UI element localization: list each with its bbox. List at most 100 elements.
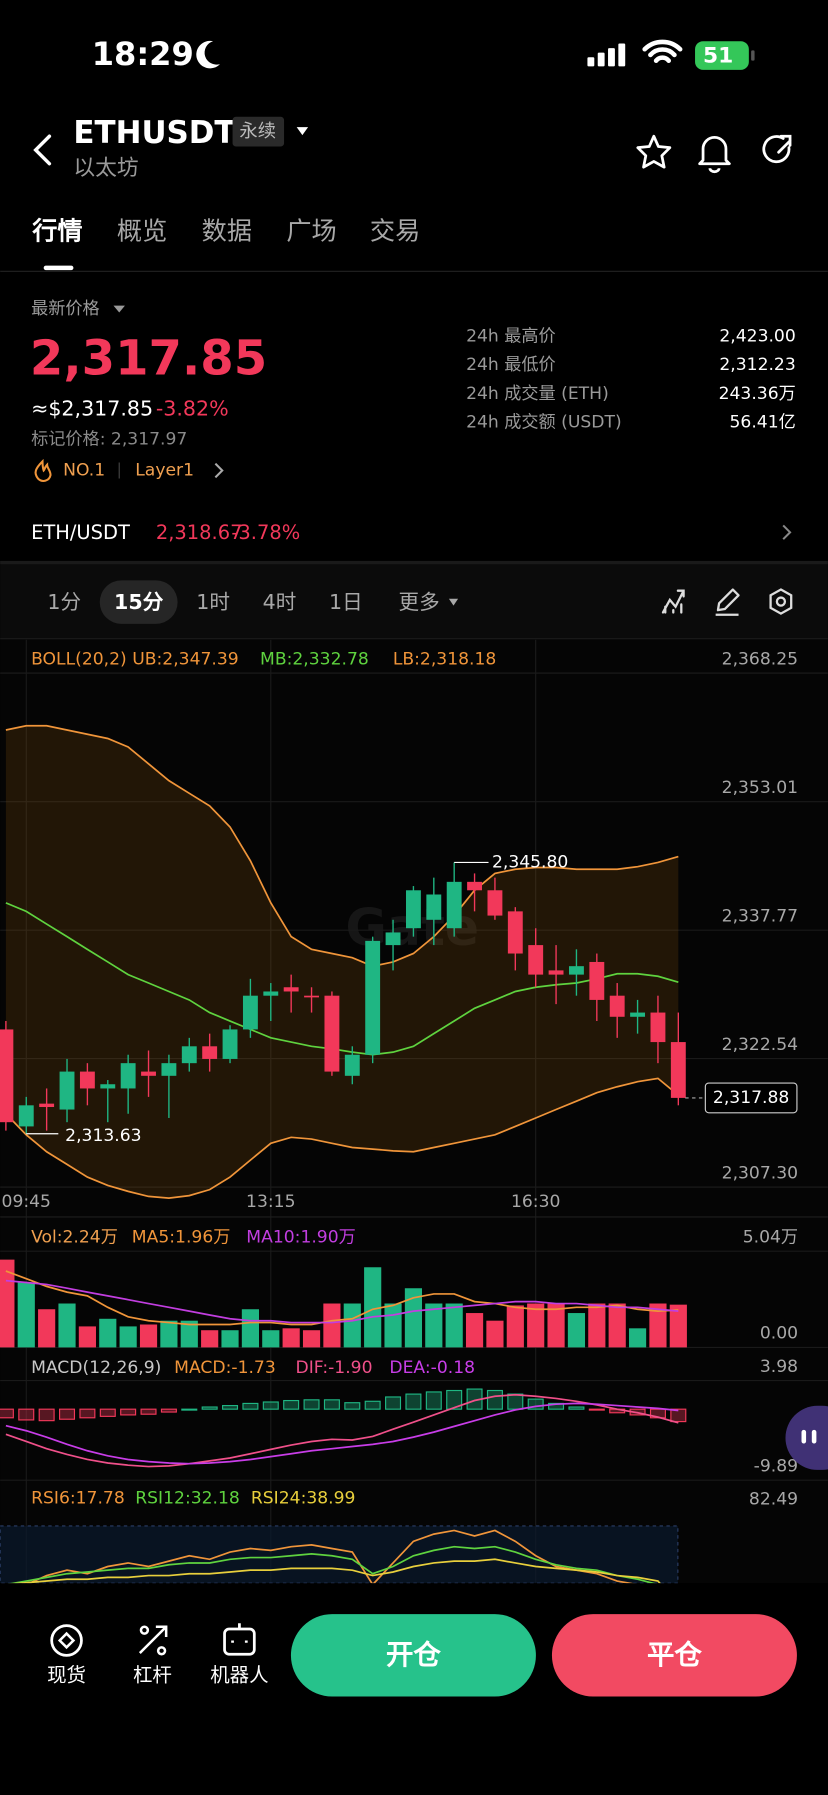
macd-bar — [18, 1408, 35, 1421]
y-tick-label: 2,307.30 — [722, 1163, 798, 1183]
x-tick-label: 13:15 — [246, 1192, 295, 1212]
symbol[interactable]: ETHUSDT — [73, 115, 235, 151]
legend-entry: DEA:-0.18 — [389, 1358, 475, 1378]
tab[interactable]: 广场 — [286, 217, 336, 246]
chart-background — [0, 639, 828, 1584]
macd-bar — [140, 1408, 157, 1415]
legend-entry: MA5:1.96万 — [132, 1227, 231, 1247]
macd-bar — [385, 1396, 402, 1410]
indicator-title: MACD(12,26,9) — [31, 1358, 161, 1378]
tool-label[interactable]: 现货 — [47, 1663, 86, 1686]
more-dropdown[interactable] — [448, 598, 459, 606]
kline-chart: 2,368.25 2,353.01 2,337.77 2,322.54 2,307.30… — [0, 639, 828, 1584]
volume-bar — [527, 1303, 545, 1348]
stat-value: 2,423.00 — [719, 327, 795, 347]
spot-pair[interactable]: ETH/USDT — [31, 521, 130, 544]
rank[interactable]: NO.1 — [63, 461, 105, 481]
battery-level: 51 — [703, 44, 733, 69]
tab[interactable]: 概览 — [117, 217, 167, 246]
indicator-line — [5, 1393, 679, 1468]
close-button[interactable] — [551, 1614, 797, 1697]
chevron[interactable] — [782, 524, 792, 540]
spot-icon — [50, 1624, 83, 1657]
candle-body — [324, 995, 340, 1072]
symbol-dropdown[interactable] — [296, 127, 309, 136]
candle-body — [446, 881, 462, 929]
volume-bar — [669, 1304, 687, 1348]
macd-bar — [507, 1393, 524, 1410]
candle-body — [283, 987, 299, 992]
indicator-line — [5, 724, 679, 968]
interval[interactable]: 4时 — [263, 590, 297, 614]
intervals: 1分 15分 1时 4时 1日 更多 — [47, 590, 439, 614]
legend-entry: DIF:-1.90 — [296, 1358, 373, 1378]
interval[interactable]: 1分 — [47, 590, 81, 614]
candle-body — [242, 995, 258, 1030]
assistant-button[interactable] — [785, 1405, 828, 1470]
indicator-line — [5, 1402, 679, 1465]
badge-bg — [232, 116, 285, 147]
candle-body — [304, 995, 319, 998]
legend-entry: MACD:-1.73 — [174, 1358, 276, 1378]
alert-icon[interactable] — [698, 136, 731, 174]
candle-body — [141, 1071, 156, 1076]
y-tick-label: 3.98 — [760, 1357, 798, 1377]
min-label: 2,313.63 — [65, 1126, 141, 1146]
tab[interactable]: 数据 — [202, 217, 252, 246]
candle-body — [467, 881, 482, 891]
close-label[interactable]: 平仓 — [647, 1640, 702, 1671]
macd-bar — [201, 1406, 218, 1410]
indicator-line — [5, 1279, 679, 1324]
candle-body — [385, 932, 401, 946]
settings-icon-center — [775, 596, 787, 607]
last-price-box — [704, 1082, 798, 1114]
open-button[interactable] — [290, 1614, 536, 1697]
candle-body — [670, 1042, 686, 1098]
settings-icon[interactable] — [769, 588, 793, 615]
back-button[interactable] — [33, 134, 52, 166]
interval[interactable]: 1日 — [329, 590, 363, 614]
sector-tag[interactable]: Layer1 — [135, 461, 194, 481]
open-label[interactable]: 开仓 — [386, 1640, 441, 1671]
stat-value: 56.41亿 — [729, 412, 795, 432]
volume-bar — [139, 1324, 158, 1348]
max-label: 2,345.80 — [492, 852, 568, 872]
hot-icon — [34, 458, 52, 482]
macd-bar — [59, 1408, 76, 1420]
share-icon[interactable] — [762, 134, 792, 164]
legend-entry: RSI12:32.18 — [135, 1489, 240, 1509]
candle-body — [0, 1029, 14, 1123]
volume-bar — [343, 1303, 361, 1348]
legend-entry: LB:2,318.18 — [393, 649, 497, 669]
price-change: -3.82% — [156, 397, 229, 421]
wifi-icon — [642, 39, 683, 63]
favorite-icon[interactable] — [636, 134, 672, 169]
macd-bar — [99, 1408, 116, 1417]
stat-label: 24h 成交额 (USDT) — [466, 412, 622, 432]
tool-label[interactable]: 杠杆 — [133, 1663, 172, 1686]
volume-bar — [302, 1330, 321, 1348]
stat-label: 24h 最低价 — [466, 355, 556, 375]
macd-bar — [283, 1399, 300, 1410]
y-tick-label: 0.00 — [760, 1324, 798, 1344]
macd-bar — [486, 1389, 503, 1410]
interval[interactable]: 1时 — [196, 590, 230, 614]
macd-bar — [303, 1399, 320, 1410]
interval[interactable]: 更多 — [399, 590, 440, 614]
macd-bar — [568, 1406, 585, 1410]
rsi-lines — [8, 1529, 661, 1584]
tab[interactable]: 行情 — [31, 217, 82, 246]
indicator-icon[interactable] — [661, 589, 685, 614]
volume-bar — [465, 1313, 484, 1348]
draw-icon[interactable] — [715, 588, 740, 616]
volume-bar — [486, 1320, 504, 1348]
tab[interactable]: 交易 — [370, 217, 420, 246]
volume-bar — [404, 1288, 423, 1348]
price-dropdown[interactable] — [113, 305, 125, 313]
interval[interactable]: 15分 — [114, 590, 164, 614]
candle-body — [100, 1084, 116, 1089]
tool-label[interactable]: 机器人 — [210, 1663, 268, 1686]
volume-bar — [78, 1326, 96, 1348]
volume-bar — [364, 1267, 382, 1348]
